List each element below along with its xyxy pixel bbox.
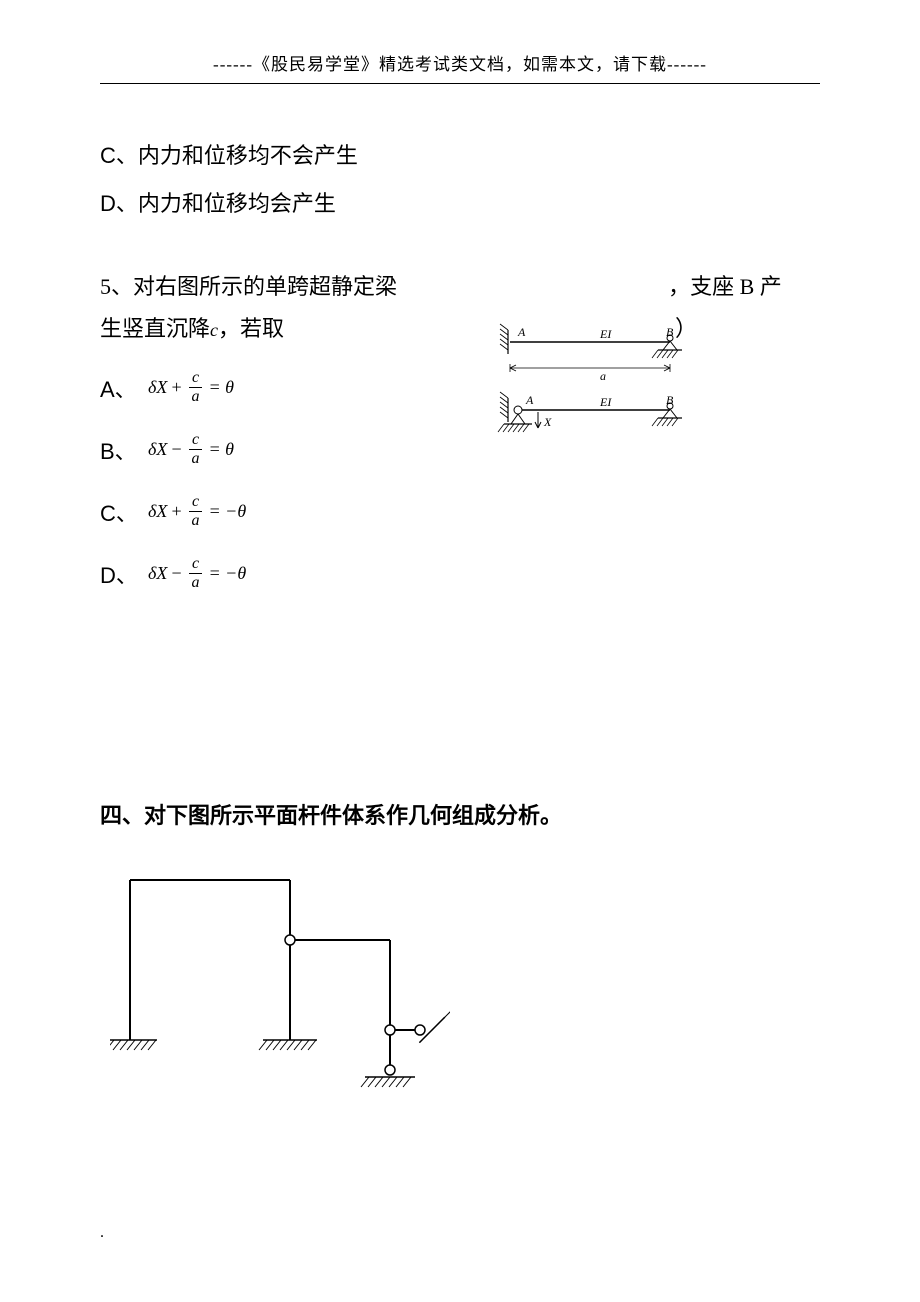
option-letter: C、 — [100, 496, 148, 528]
svg-text:A: A — [525, 393, 534, 407]
q5-frag2: ，支座 B 产 — [668, 274, 782, 299]
page: ------《股民易学堂》精选考试类文档，如需本文，请下载------ C、内力… — [0, 0, 920, 1302]
svg-text:a: a — [600, 369, 606, 383]
option-letter: D、 — [100, 191, 138, 216]
var-c: c — [210, 320, 218, 340]
svg-text:B: B — [666, 325, 674, 339]
frame-diagram — [110, 860, 450, 1090]
option-text: 内力和位移均会产生 — [138, 191, 336, 216]
section4-title: 四、对下图所示平面杆件体系作几何组成分析。 — [100, 798, 820, 830]
formula-c: δX + ca = −θ — [148, 494, 246, 529]
frame-svg — [110, 860, 450, 1090]
svg-text:EI: EI — [599, 327, 612, 341]
q5-text: 5、对右图所示的单跨超静定梁，支座 A 产生逆时针转角 θ，，支座 B 产 生竖… — [100, 266, 820, 350]
formula-d: δX − ca = −θ — [148, 556, 246, 591]
svg-text:EI: EI — [599, 395, 612, 409]
q5-option-d: D、 δX − ca = −θ — [100, 550, 820, 598]
option-letter: B、 — [100, 434, 148, 466]
option-letter: D、 — [100, 558, 148, 590]
q5-line2b: ，若取 — [218, 316, 284, 341]
beam-svg: ABEIaXABEI — [470, 310, 710, 460]
q5-frag1: 对右图所示的单跨超静定梁 — [133, 274, 397, 299]
formula-b: δX − ca = θ — [148, 432, 234, 467]
beam-diagram: ABEIaXABEI — [470, 310, 710, 460]
q5-line2a: 生竖直沉降 — [100, 316, 210, 341]
page-header: ------《股民易学堂》精选考试类文档，如需本文，请下载------ — [100, 50, 820, 84]
footer-dot: . — [100, 1224, 104, 1242]
formula-a: δX + ca = θ — [148, 370, 234, 405]
svg-text:A: A — [517, 325, 526, 339]
option-letter: A、 — [100, 372, 148, 404]
prev-option-d: D、内力和位移均会产生 — [100, 182, 820, 226]
prev-option-c: C、内力和位移均不会产生 — [100, 134, 820, 178]
svg-text:X: X — [543, 415, 552, 429]
q5-option-c: C、 δX + ca = −θ — [100, 488, 820, 536]
q5-option-a: A、 δX + ca = θ — [100, 364, 820, 412]
svg-text:B: B — [666, 393, 674, 407]
q5-number: 5、 — [100, 274, 133, 299]
q5-option-b: B、 δX − ca = θ — [100, 426, 820, 474]
option-text: 内力和位移均不会产生 — [138, 143, 358, 168]
option-letter: C、 — [100, 143, 138, 168]
